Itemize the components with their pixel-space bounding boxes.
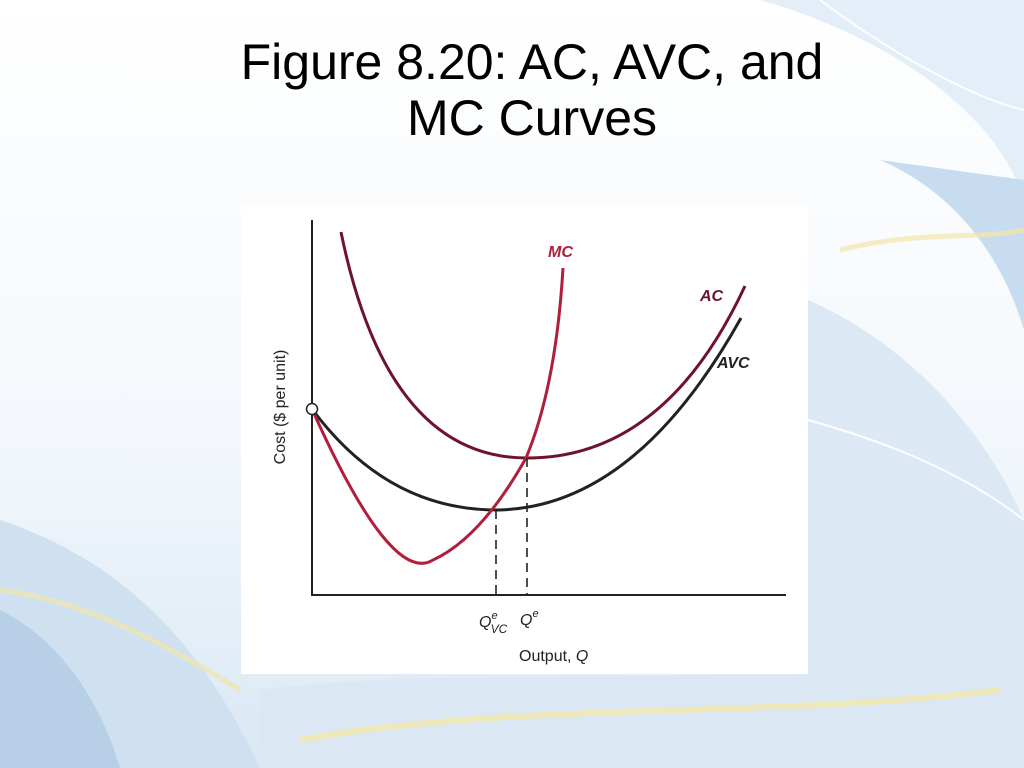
ac-label: AC — [699, 288, 724, 305]
mc-curve — [310, 267, 565, 565]
avc-curve — [310, 317, 743, 512]
intercept-open-circle — [305, 402, 319, 416]
avc-label: AVC — [716, 355, 750, 372]
x-axis-label: Output, Q — [519, 648, 588, 665]
cost-curves-figure: MC AC AVC Cost ($ per unit) Qe VC Qe Outp… — [272, 220, 786, 665]
q-avc-tick-label: Qe VC — [479, 610, 508, 636]
q-ac-tick-label: Qe — [520, 608, 539, 629]
figure-panel: MC AC AVC Cost ($ per unit) Qe VC Qe Outp… — [241, 206, 808, 674]
slide-title-line-1: Figure 8.20: AC, AVC, and — [240, 34, 824, 90]
y-axis-label: Cost ($ per unit) — [272, 350, 289, 465]
slide-title: Figure 8.20: AC, AVC, and MC Curves — [140, 34, 924, 146]
slide-title-line-2: MC Curves — [406, 90, 658, 146]
mc-label: MC — [548, 244, 573, 261]
ac-curve — [339, 231, 747, 460]
